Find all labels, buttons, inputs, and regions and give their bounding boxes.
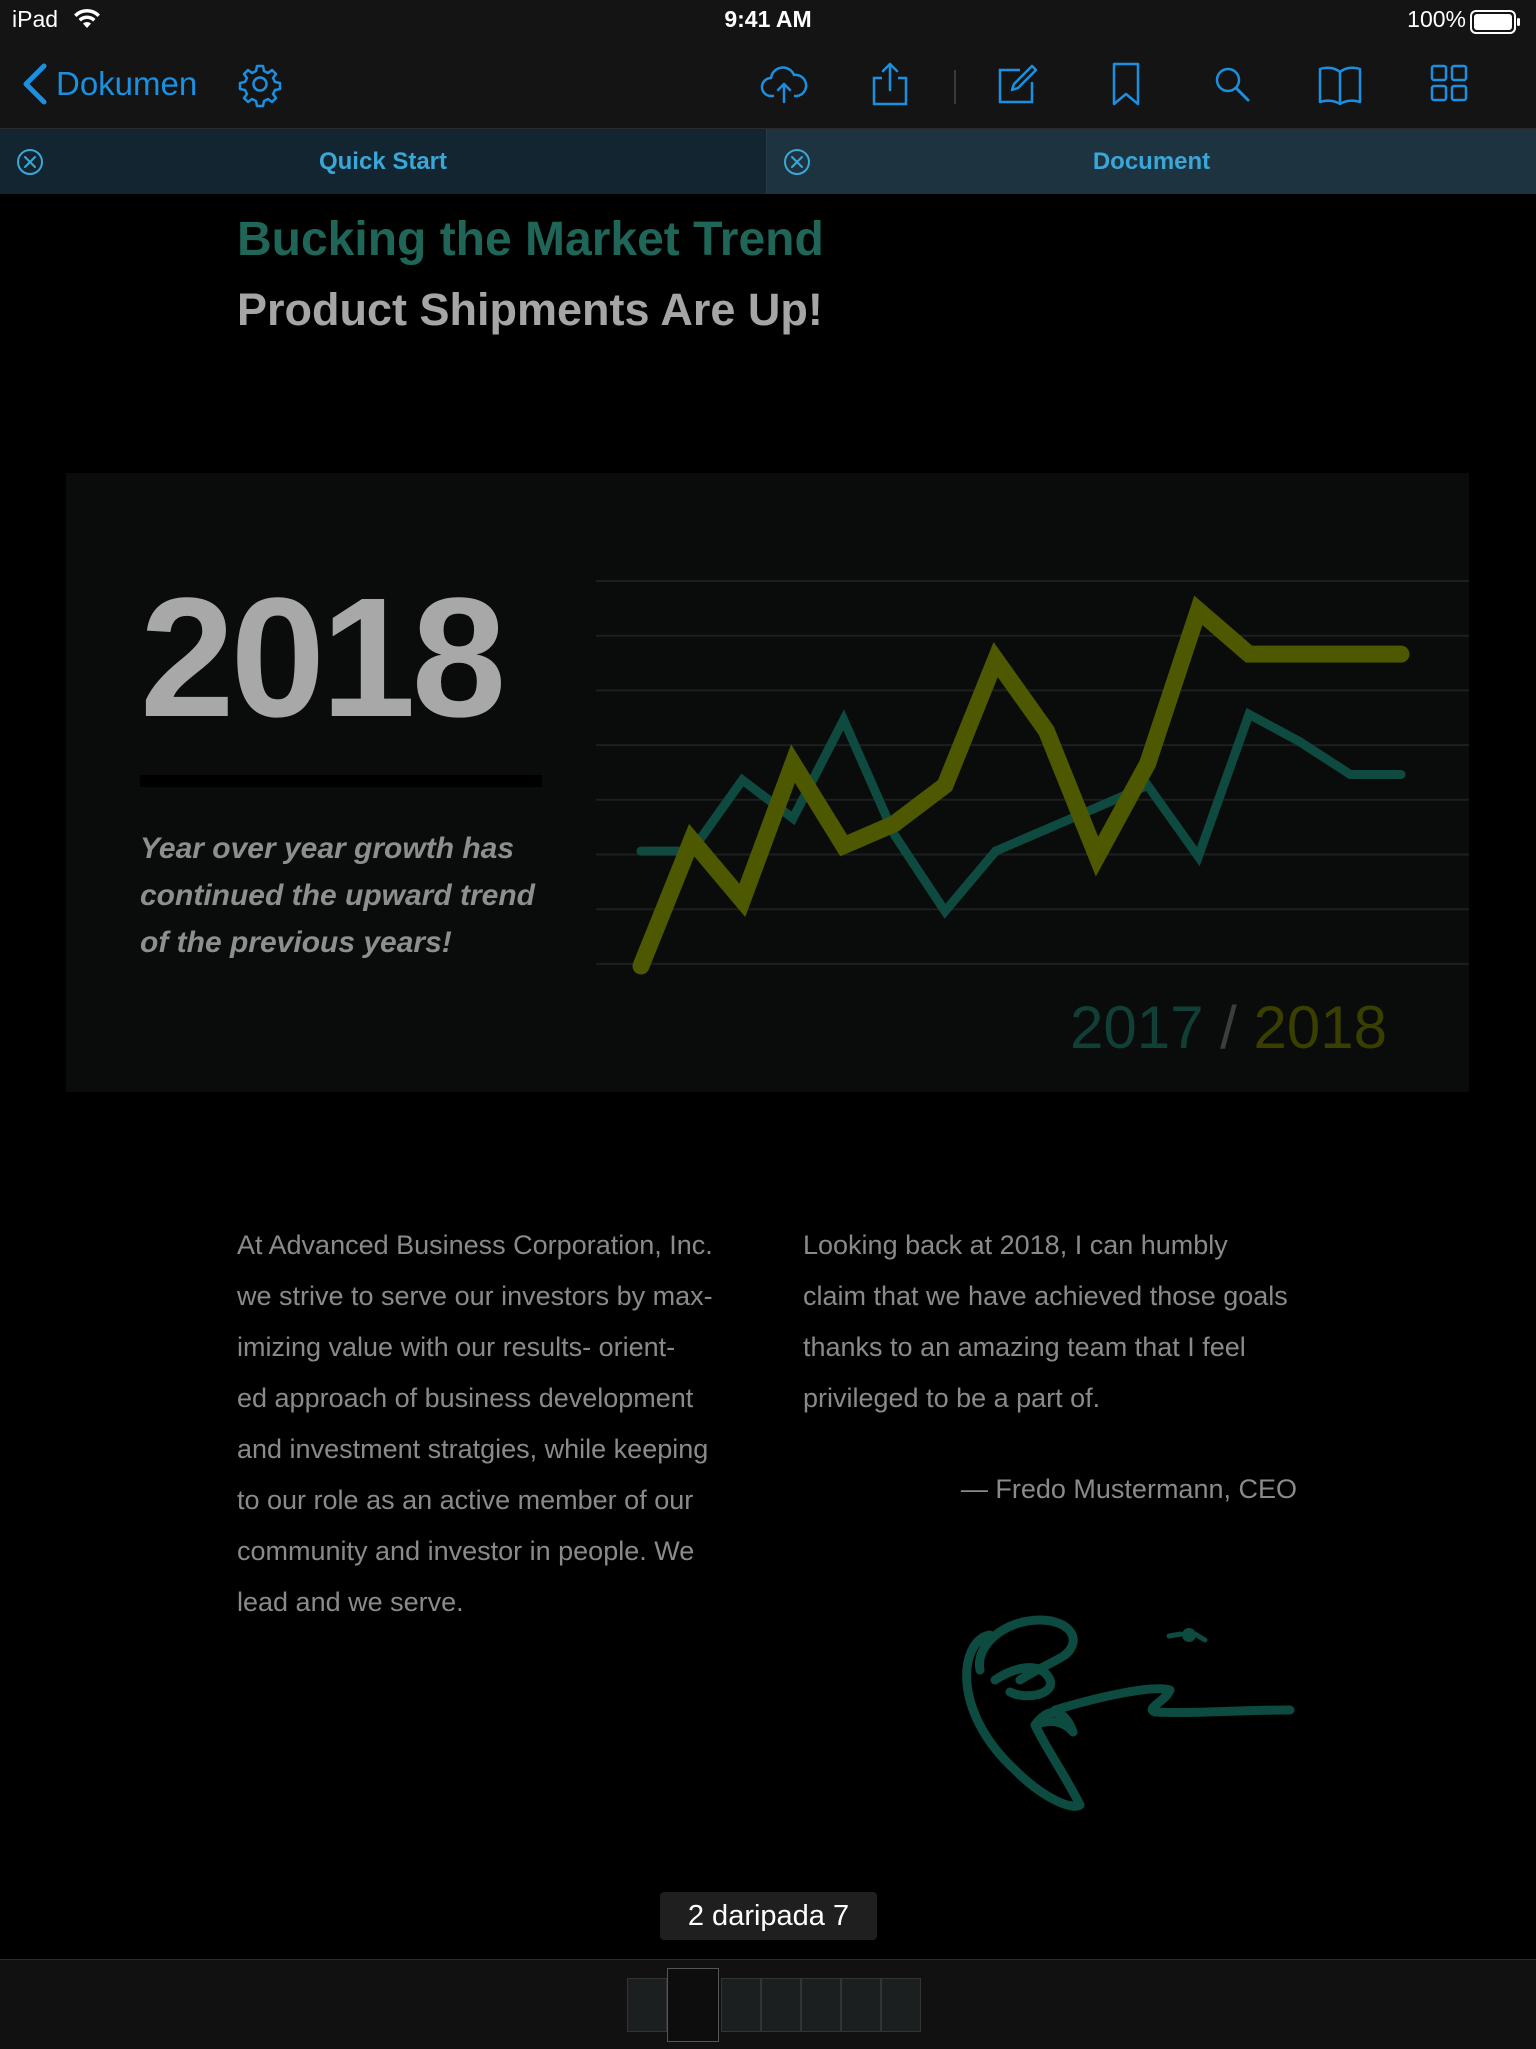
battery-percentage: 100% (1407, 6, 1466, 32)
toolbar: Dokumen (0, 40, 1536, 129)
page-thumbnail[interactable] (667, 1968, 719, 2042)
ceo-attribution: — Fredo Mustermann, CEO (960, 1474, 1297, 1504)
settings-icon[interactable] (236, 60, 284, 108)
bookmark-icon[interactable] (1102, 60, 1150, 108)
grid-icon[interactable] (1424, 60, 1472, 108)
page-thumbnail[interactable] (841, 1978, 881, 2032)
body-column-left: At Advanced Business Corporation, Inc. w… (237, 1230, 713, 1617)
close-tab-icon[interactable] (781, 146, 813, 178)
back-button-label: Dokumen (56, 65, 198, 102)
cloud-upload-icon[interactable] (760, 60, 808, 108)
chart-legend: 2017 / 2018 (1070, 993, 1387, 1062)
growth-text: Year over year growth has continued the … (140, 832, 535, 959)
search-icon[interactable] (1208, 60, 1256, 108)
tab-bar: Quick Start Document (0, 129, 1536, 194)
back-button[interactable]: Dokumen (20, 60, 197, 108)
page-thumbnail[interactable] (721, 1978, 761, 2032)
legend-2017: 2017 (1070, 994, 1204, 1061)
line-chart (596, 580, 1469, 975)
series-line-2017 (636, 707, 1406, 919)
page-indicator: 2 daripada 7 (660, 1892, 877, 1940)
close-tab-icon[interactable] (14, 146, 46, 178)
tab-label: Quick Start (318, 147, 448, 175)
signature-image (962, 1615, 1295, 1811)
device-name: iPad (12, 6, 59, 32)
chevron-left-icon (23, 63, 47, 105)
battery-icon (1470, 10, 1520, 34)
share-icon[interactable] (866, 60, 914, 108)
document-title: Bucking the Market Trend (237, 213, 824, 266)
edit-icon[interactable] (994, 60, 1042, 108)
page-thumbnail[interactable] (801, 1978, 841, 2032)
legend-separator: / (1220, 994, 1237, 1061)
year-underline (140, 775, 542, 787)
book-icon[interactable] (1316, 60, 1364, 108)
big-year: 2018 (140, 563, 506, 753)
page-thumbnail[interactable] (627, 1978, 667, 2032)
page-thumbnail[interactable] (761, 1978, 801, 2032)
toolbar-divider (954, 70, 956, 104)
thumbnail-strip[interactable] (0, 1959, 1536, 2049)
tab-quick-start[interactable]: Quick Start (0, 129, 767, 194)
chart-panel: 2018 Year over year growth has continued… (66, 473, 1469, 1092)
tab-document[interactable]: Document (767, 129, 1536, 194)
body-column-right: Looking back at 2018, I can humbly claim… (803, 1230, 1288, 1413)
status-bar: iPad 9:41 AM 100% (0, 0, 1536, 40)
page-thumbnail[interactable] (881, 1978, 921, 2032)
document-subtitle: Product Shipments Are Up! (237, 284, 823, 335)
status-time: 9:41 AM (724, 6, 812, 32)
wifi-icon (74, 8, 100, 28)
legend-2018: 2018 (1253, 994, 1387, 1061)
tab-label: Document (1092, 147, 1211, 175)
series-line-2018 (632, 595, 1410, 975)
